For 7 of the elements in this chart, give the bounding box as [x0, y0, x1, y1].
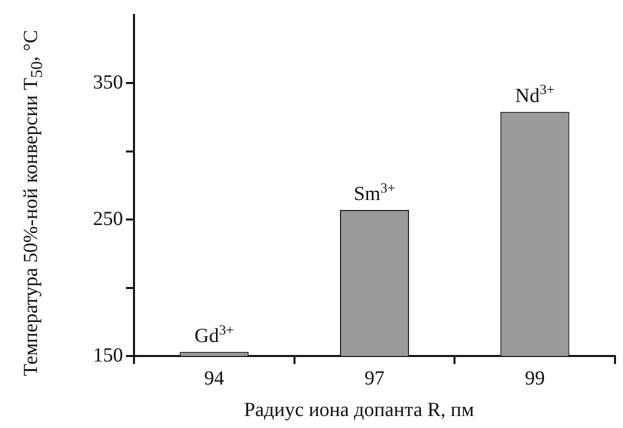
- y-tick-label: 350: [93, 71, 123, 94]
- x-tick-label: 99: [524, 367, 545, 390]
- x-tick-label: 94: [204, 367, 224, 390]
- y-tick-label: 150: [93, 344, 123, 366]
- x-tick-label: 97: [364, 367, 384, 390]
- x-axis-title: Радиус иона допанта R, пм: [242, 398, 476, 422]
- y-tick-label: 250: [93, 208, 123, 230]
